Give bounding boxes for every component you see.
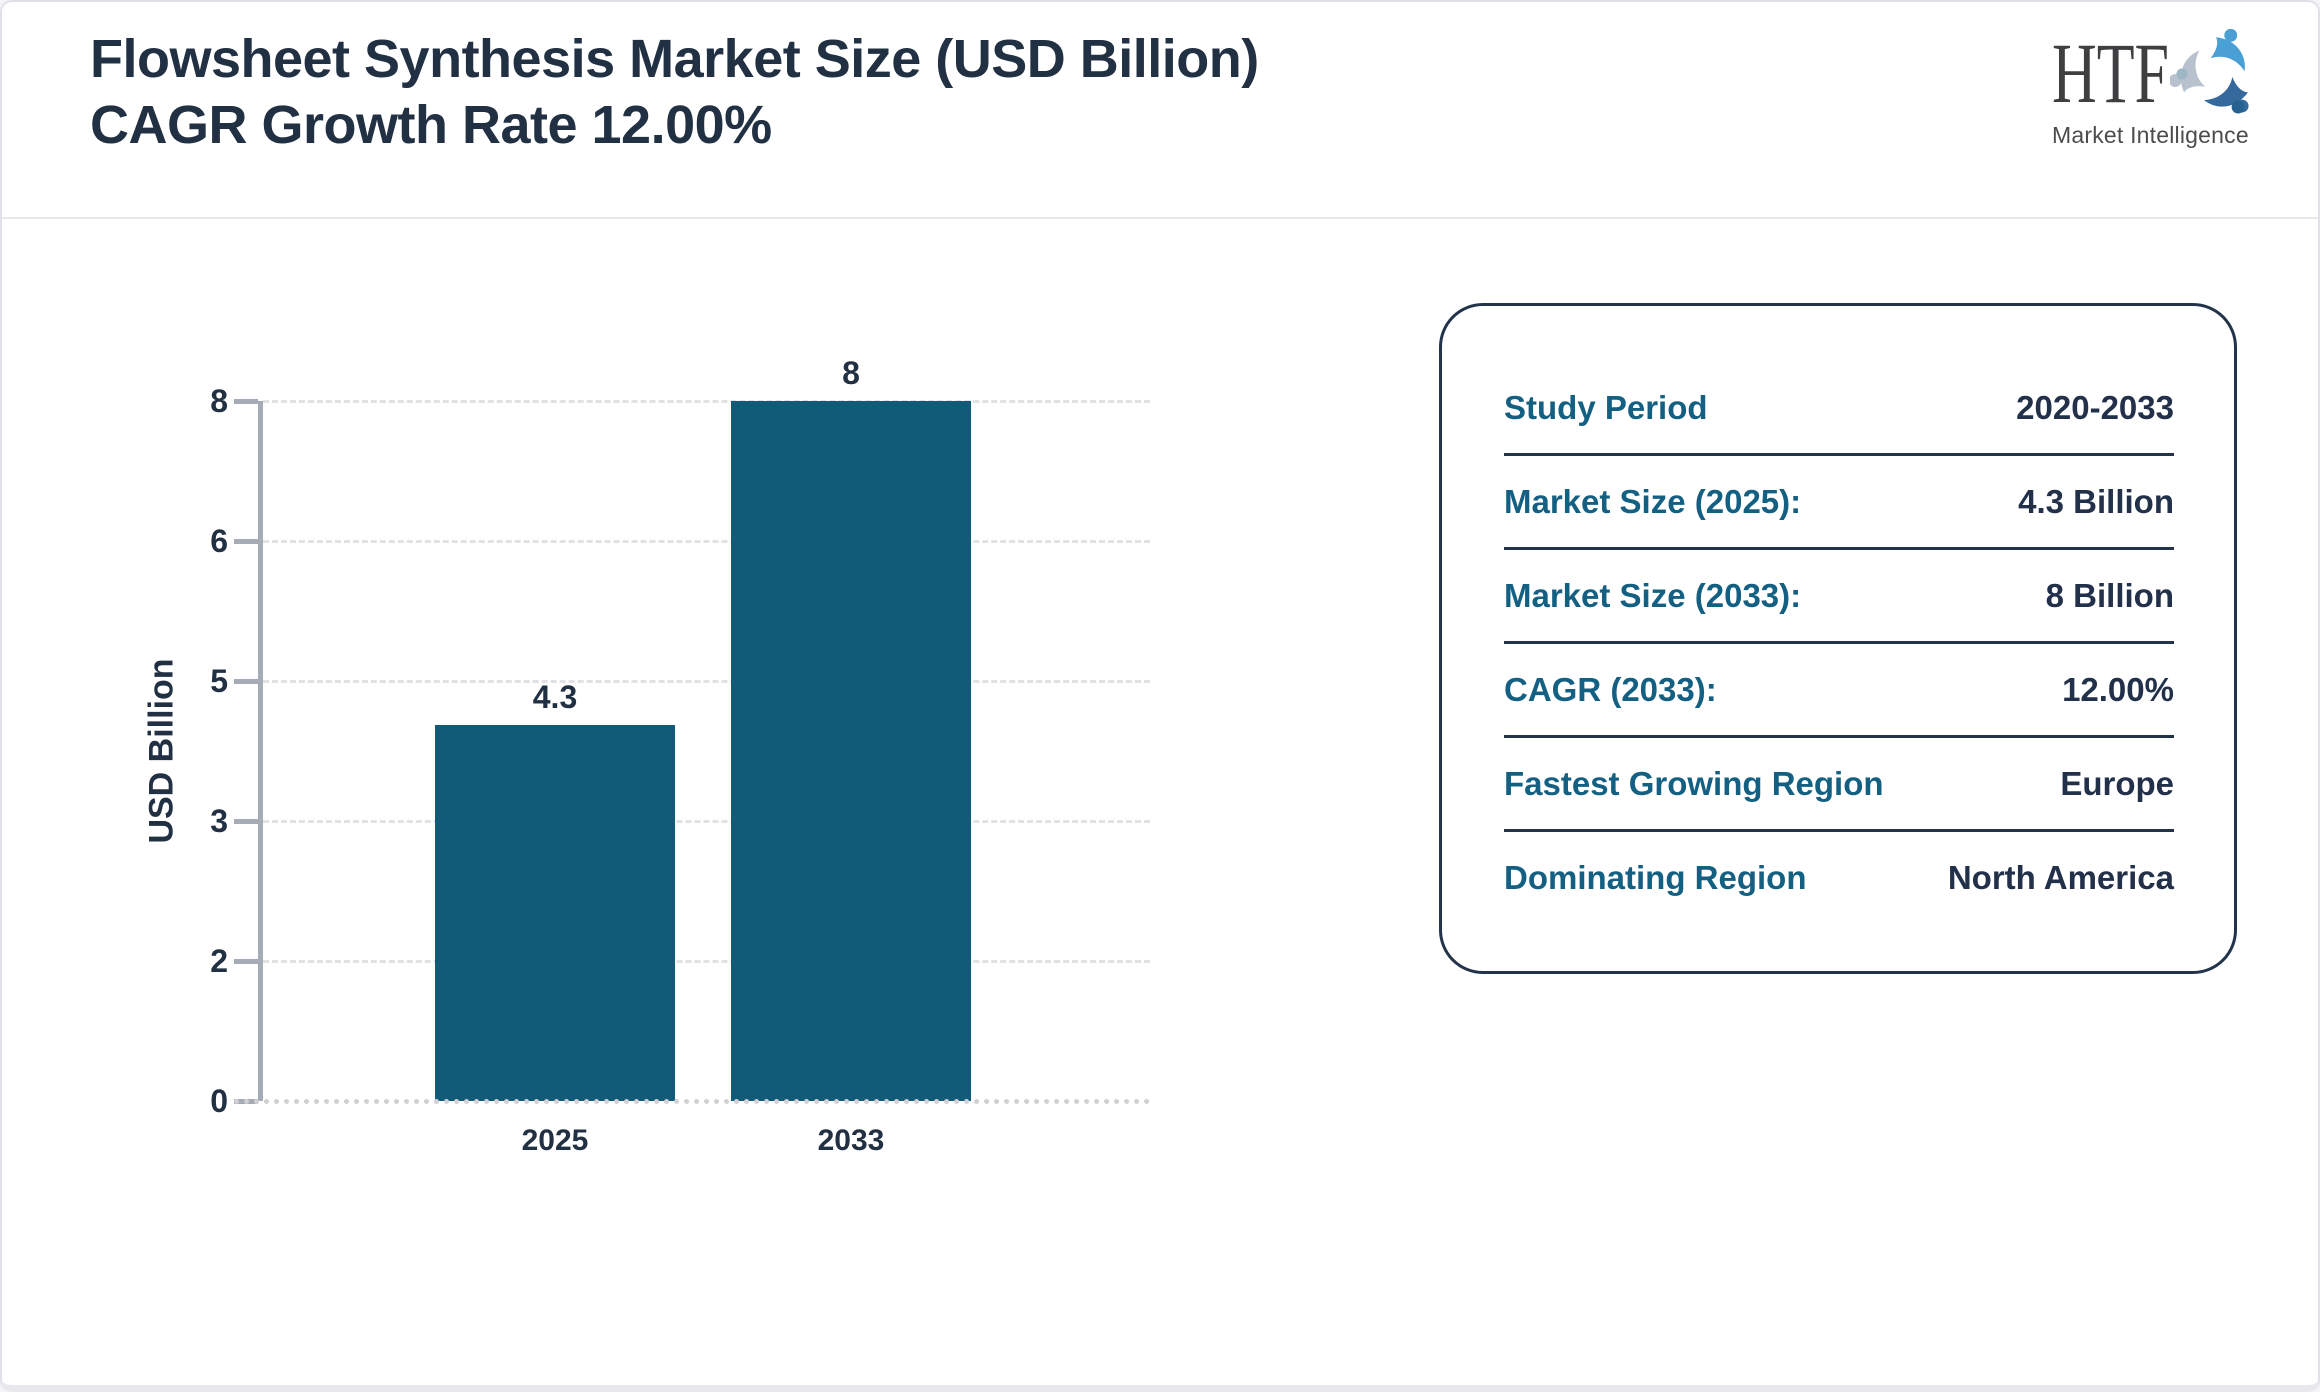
info-panel-row: Study Period 2020-2033 bbox=[1504, 362, 2174, 456]
info-panel-row: CAGR (2033): 12.00% bbox=[1504, 644, 2174, 738]
gridline bbox=[263, 540, 1150, 543]
bar-chart: USD Billion 0 2 3 5 6 8 4.3 2025 8 2033 bbox=[2, 219, 1262, 1259]
x-axis-baseline bbox=[234, 1099, 1150, 1104]
htf-logo-row: HTF bbox=[2052, 25, 2262, 121]
info-panel-row: Fastest Growing Region Europe bbox=[1504, 738, 2174, 832]
gridline bbox=[263, 680, 1150, 683]
info-row-label: Dominating Region bbox=[1504, 858, 1807, 896]
htf-logo-text: HTF bbox=[2052, 25, 2169, 121]
y-axis-tick bbox=[234, 679, 258, 684]
bar-value-label: 4.3 bbox=[532, 678, 578, 715]
page-title-line2: CAGR Growth Rate 12.00% bbox=[90, 95, 772, 155]
y-axis-line bbox=[258, 401, 263, 1101]
y-axis-tick bbox=[234, 959, 258, 964]
y-tick-label: 3 bbox=[210, 803, 228, 839]
gridline bbox=[263, 400, 1150, 403]
info-panel-rows: Study Period 2020-2033 Market Size (2025):… bbox=[1504, 362, 2174, 923]
bar-2033 bbox=[731, 401, 971, 1101]
info-row-label: Fastest Growing Region bbox=[1504, 764, 1884, 802]
info-row-label: Market Size (2025): bbox=[1504, 482, 1802, 520]
info-panel-row: Dominating Region North America bbox=[1504, 832, 2174, 923]
gridline bbox=[263, 820, 1150, 823]
gridline bbox=[263, 960, 1150, 963]
y-axis-tick bbox=[234, 539, 258, 544]
page-title-line1: Flowsheet Synthesis Market Size (USD Bil… bbox=[90, 29, 1259, 89]
bar-2025 bbox=[435, 724, 675, 1101]
bar-value-label: 8 bbox=[842, 355, 860, 391]
y-tick-label: 0 bbox=[210, 1083, 228, 1119]
info-row-label: Study Period bbox=[1504, 388, 1708, 426]
info-row-value: 8 Billion bbox=[2045, 576, 2174, 614]
htf-logo-subtext: Market Intelligence bbox=[2052, 122, 2249, 148]
x-tick-label: 2033 bbox=[817, 1124, 885, 1157]
info-panel-row: Market Size (2025): 4.3 Billion bbox=[1504, 456, 2174, 550]
page-title: Flowsheet Synthesis Market Size (USD Bil… bbox=[90, 26, 1259, 158]
info-row-value: North America bbox=[1947, 858, 2174, 896]
x-tick-label: 2025 bbox=[521, 1124, 589, 1157]
y-axis-tick bbox=[234, 399, 258, 404]
info-panel-row: Market Size (2033): 8 Billion bbox=[1504, 550, 2174, 644]
info-row-value: 12.00% bbox=[2062, 670, 2174, 708]
header-divider bbox=[2, 217, 2318, 219]
info-row-value: 2020-2033 bbox=[2016, 388, 2174, 426]
y-tick-label: 8 bbox=[210, 383, 228, 419]
info-row-value: Europe bbox=[2060, 764, 2174, 802]
info-row-label: Market Size (2033): bbox=[1504, 576, 1802, 614]
y-tick-label: 2 bbox=[210, 943, 228, 979]
htf-logo: HTF Market Intellig bbox=[2052, 25, 2262, 149]
info-row-value: 4.3 Billion bbox=[2018, 482, 2174, 520]
y-tick-label: 5 bbox=[210, 663, 228, 699]
info-panel: Study Period 2020-2033 Market Size (2025):… bbox=[1439, 303, 2237, 974]
htf-swirl-people-icon bbox=[2170, 28, 2249, 114]
y-tick-label: 6 bbox=[210, 523, 228, 559]
y-axis-tick bbox=[234, 819, 258, 824]
info-row-label: CAGR (2033): bbox=[1504, 670, 1717, 708]
